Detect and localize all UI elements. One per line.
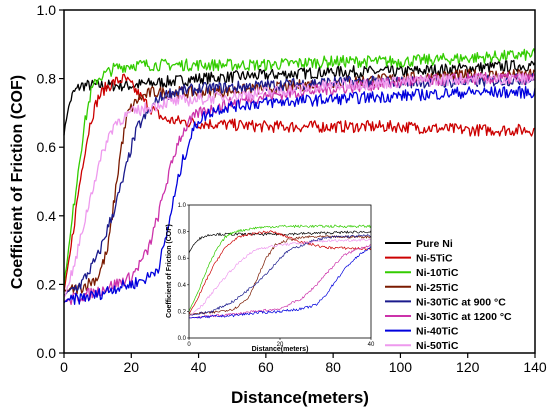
- series-line-2: [63, 48, 536, 287]
- inset-x-tick-label: 20: [277, 342, 284, 348]
- inset-y-tick-label: 0.0: [178, 336, 187, 342]
- series-line-6: [63, 85, 536, 305]
- series-line-7: [188, 238, 372, 318]
- inset-x-tick-label: 40: [368, 342, 375, 348]
- y-tick-label: 0.8: [37, 71, 57, 87]
- legend-label: Ni-40TiC: [416, 326, 459, 338]
- x-axis-title: Distance(meters): [231, 388, 369, 407]
- x-tick-label: 80: [325, 359, 341, 375]
- x-tick-label: 100: [389, 359, 413, 375]
- x-tick-label: 120: [456, 359, 480, 375]
- series-line-6: [188, 246, 372, 319]
- main-series-lines: [63, 48, 536, 306]
- y-tick-label: 1.0: [37, 2, 57, 18]
- legend-label: Ni-30TiC at 1200 °C: [416, 311, 512, 323]
- inset-y-tick-label: 1.0: [178, 203, 187, 209]
- series-line-2: [188, 224, 372, 312]
- x-tick-label: 60: [258, 359, 274, 375]
- inset-y-tick-label: 0.2: [178, 309, 187, 315]
- y-axis-title: Coefficient of Friction (COF): [9, 75, 26, 289]
- legend-label: Ni-25TiC: [416, 282, 459, 294]
- inset-x-tick-label: 0: [187, 342, 191, 348]
- inset-series-lines: [188, 224, 372, 319]
- legend-label: Ni-10TiC: [416, 267, 459, 279]
- series-line-3: [63, 68, 536, 295]
- series-line-5: [188, 244, 372, 319]
- y-tick-label: 0.0: [37, 345, 57, 361]
- inset-y-tick-label: 0.4: [178, 283, 187, 289]
- plot-frame: [63, 9, 536, 354]
- legend: Pure Ni Ni-5TiC Ni-10TiC Ni-25TiC Ni-30TiC a…: [385, 238, 512, 352]
- legend-label: Pure Ni: [416, 238, 453, 250]
- inset-x-axis-title: Distance(meters): [252, 346, 309, 353]
- x-tick-label: 40: [191, 359, 207, 375]
- legend-label: Ni-50TiC: [416, 340, 459, 352]
- inset-chart: 0 20 40 0.0 0.2 0.4 0.6 0.8 1.0 Distance(meters)…: [166, 203, 375, 353]
- series-line-4: [188, 234, 372, 316]
- x-tick-label: 0: [60, 359, 68, 375]
- inset-axis-ticks: 0 20 40 0.0 0.2 0.4 0.6 0.8 1.0: [178, 203, 375, 348]
- legend-label: Ni-30TiC at 900 °C: [416, 296, 506, 308]
- y-tick-label: 0.2: [37, 276, 57, 292]
- y-tick-label: 0.6: [37, 139, 57, 155]
- series-line-1: [188, 230, 372, 314]
- x-tick-label: 140: [523, 359, 547, 375]
- series-line-0: [63, 59, 536, 136]
- y-tick-label: 0.4: [37, 208, 57, 224]
- inset-background: [189, 205, 371, 338]
- main-axis-ticks: 0 20 40 60 80 100 120 140 0.0 0.2 0.4 0.6 0.8 1.0: [37, 2, 547, 375]
- inset-y-tick-label: 0.8: [178, 230, 187, 236]
- series-line-7: [63, 72, 536, 298]
- legend-label: Ni-5TiC: [416, 253, 453, 265]
- inset-y-axis-title: Coefficient of Friction (COF): [166, 224, 173, 318]
- inset-y-tick-label: 0.6: [178, 256, 187, 262]
- x-tick-label: 20: [123, 359, 139, 375]
